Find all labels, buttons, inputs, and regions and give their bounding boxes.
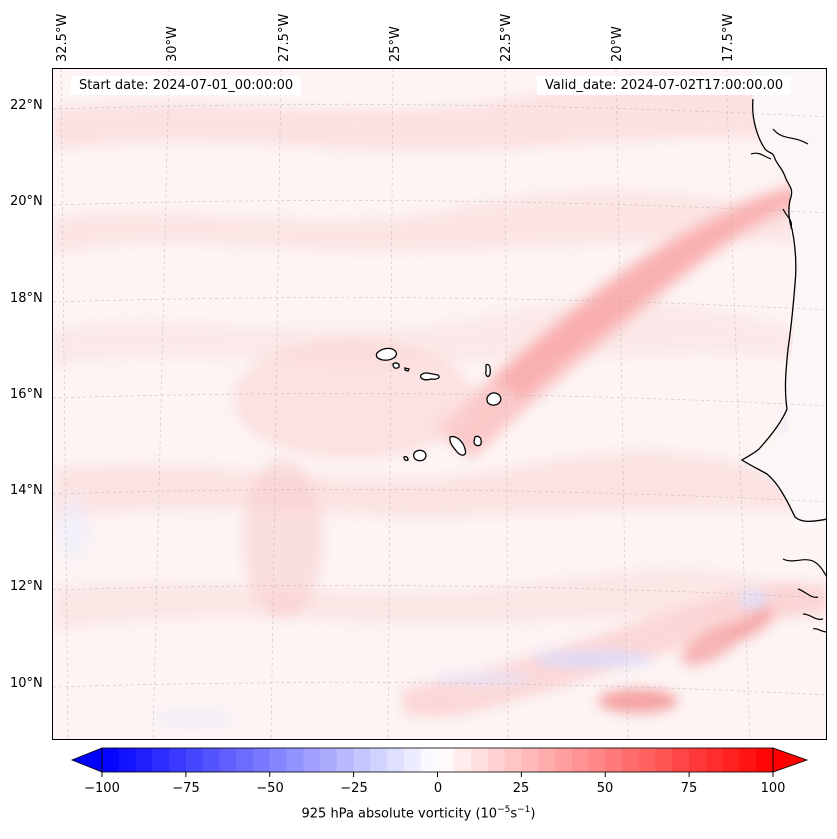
colorbar-title-main: 925 hPa absolute vorticity (10 xyxy=(301,806,498,822)
lon-label-30w: 30°W xyxy=(165,26,180,62)
island-boa-vista xyxy=(486,392,502,406)
colorbar-title-exp2: −1 xyxy=(517,805,531,815)
colorbar-cell xyxy=(236,748,254,772)
colorbar-cell xyxy=(622,748,640,772)
lon-label-32-5w: 32.5°W xyxy=(55,13,70,62)
colorbar-cell xyxy=(689,748,707,772)
colorbar-arrow-left xyxy=(70,747,103,773)
colorbar-tick-label: 100 xyxy=(760,781,786,796)
colorbar-tick-label: 75 xyxy=(680,781,698,796)
colorbar-arrow-right xyxy=(772,747,809,773)
colorbar-title-exp1: −5 xyxy=(497,805,511,815)
island-santa-luzia xyxy=(404,367,410,372)
island-santiago xyxy=(449,435,467,456)
vorticity-field xyxy=(53,69,826,739)
lon-label-22-5w: 22.5°W xyxy=(499,13,514,62)
island-sal xyxy=(485,363,491,378)
colorbar-tick-label: 50 xyxy=(596,781,614,796)
colorbar-cell xyxy=(588,748,606,772)
colorbar-cell xyxy=(303,748,321,772)
colorbar-cell xyxy=(118,748,137,772)
lat-label-22n: 22°N xyxy=(10,98,43,113)
colorbar-title: 925 hPa absolute vorticity (10−5s−1) xyxy=(0,805,837,821)
island-sao-vicente xyxy=(392,362,400,369)
colorbar-cell xyxy=(487,748,506,772)
colorbar-cell xyxy=(420,748,438,772)
colorbar-tick-label: −50 xyxy=(256,781,284,796)
colorbar-tick-label: 0 xyxy=(433,781,443,796)
lon-label-20w: 20°W xyxy=(610,26,625,62)
colorbar-tick-marks xyxy=(101,772,774,777)
colorbar-cell xyxy=(219,748,237,772)
graticule xyxy=(53,69,826,739)
africa-land xyxy=(741,69,826,529)
colorbar-cell xyxy=(471,748,489,772)
lon-label-17-5w: 17.5°W xyxy=(721,13,736,62)
colorbar-cell xyxy=(655,748,673,772)
colorbar-cell xyxy=(169,748,187,772)
colorbar xyxy=(70,747,809,777)
colorbar-cell xyxy=(756,748,774,772)
colorbar-cell xyxy=(538,748,556,772)
colorbar-cell xyxy=(152,748,170,772)
colorbar-cell xyxy=(437,748,455,772)
colorbar-cell xyxy=(521,748,539,772)
lat-label-16n: 16°N xyxy=(10,387,43,402)
colorbar-cell xyxy=(638,748,657,772)
colorbar-cell xyxy=(185,748,204,772)
lat-label-18n: 18°N xyxy=(10,291,43,306)
colorbar-cell xyxy=(387,748,405,772)
colorbar-cell xyxy=(353,748,371,772)
colorbar-cell xyxy=(672,748,690,772)
colorbar-title-end: ) xyxy=(530,806,536,822)
colorbar-cell xyxy=(454,748,472,772)
coastline-north-cape xyxy=(750,128,809,230)
island-santo-antao xyxy=(375,347,397,361)
map-panel[interactable] xyxy=(52,68,827,740)
valid-date-label: Valid_date: 2024-07-02T17:00:00.00 xyxy=(537,76,792,95)
lat-label-14n: 14°N xyxy=(10,483,43,498)
island-brava xyxy=(403,455,409,462)
colorbar-cell xyxy=(252,748,271,772)
colorbar-tick-label: −25 xyxy=(340,781,368,796)
colorbar-cell xyxy=(202,748,220,772)
colorbar-tick-label: 25 xyxy=(512,781,530,796)
lon-label-25w: 25°W xyxy=(388,26,403,62)
start-date-label: Start date: 2024-07-01_00:00:00 xyxy=(71,76,302,95)
colorbar-cell xyxy=(722,748,740,772)
colorbar-cell xyxy=(135,748,153,772)
colorbar-cells xyxy=(102,748,774,772)
vorticity-shading xyxy=(53,80,826,725)
colorbar-cell xyxy=(336,748,355,772)
colorbar-cell xyxy=(705,748,724,772)
colorbar-tick-label: −75 xyxy=(172,781,200,796)
lat-label-10n: 10°N xyxy=(10,676,43,691)
colorbar-cell xyxy=(102,748,120,772)
lon-label-27-5w: 27.5°W xyxy=(277,13,292,62)
colorbar-tick-label: −100 xyxy=(84,781,120,796)
colorbar-cell xyxy=(504,748,522,772)
cape-verde-islands xyxy=(375,347,502,462)
colorbar-cell xyxy=(739,748,757,772)
colorbar-cell xyxy=(269,748,288,772)
colorbar-cell xyxy=(320,748,338,772)
africa-coastline xyxy=(740,98,826,523)
colorbar-cell xyxy=(403,748,422,772)
island-fogo xyxy=(412,449,427,462)
colorbar-cell xyxy=(286,748,304,772)
island-sao-nicolau xyxy=(419,372,440,381)
lat-label-20n: 20°N xyxy=(10,194,43,209)
colorbar-cell xyxy=(370,748,388,772)
colorbar-cell xyxy=(605,748,623,772)
colorbar-title-unit: s xyxy=(510,806,518,822)
lat-label-12n: 12°N xyxy=(10,579,43,594)
island-maio xyxy=(473,435,482,447)
coastline-guinea xyxy=(782,558,826,633)
colorbar-cell xyxy=(571,748,589,772)
colorbar-cell xyxy=(554,748,573,772)
